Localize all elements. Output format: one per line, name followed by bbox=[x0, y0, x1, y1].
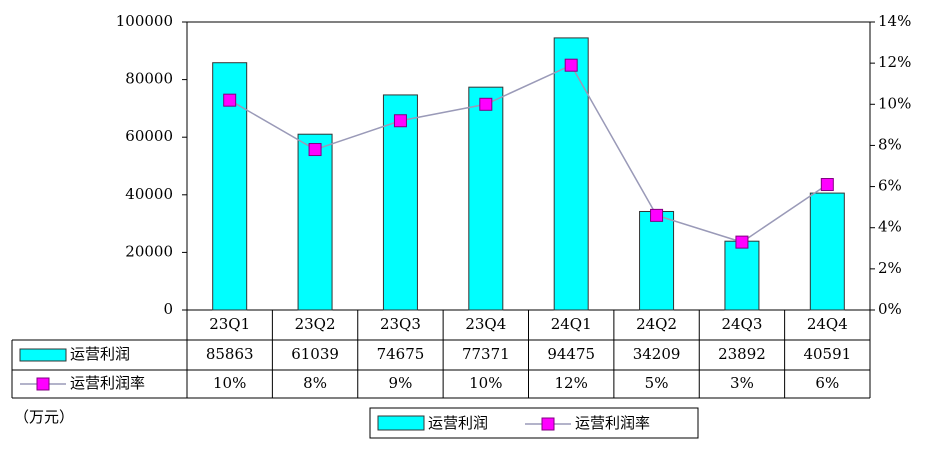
legend-label: 运营利润率 bbox=[575, 414, 650, 432]
table-row-header: 运营利润率 bbox=[70, 374, 145, 392]
table-value: 9% bbox=[389, 374, 413, 392]
y2-tick-label: 14% bbox=[878, 12, 911, 30]
y-unit: （万元） bbox=[14, 408, 74, 426]
marker bbox=[820, 178, 834, 192]
y-tick-label: 20000 bbox=[125, 242, 173, 260]
y2-tick-label: 2% bbox=[878, 259, 902, 277]
x-tick-label: 24Q1 bbox=[551, 315, 592, 333]
y2-tick-label: 0% bbox=[878, 300, 902, 318]
table-value: 34209 bbox=[633, 345, 681, 363]
y-tick-label: 0 bbox=[163, 300, 173, 318]
marker bbox=[735, 235, 749, 249]
x-tick-label: 23Q2 bbox=[295, 315, 336, 333]
table-key bbox=[36, 377, 50, 391]
line bbox=[229, 64, 828, 243]
marker bbox=[564, 58, 578, 72]
table-value: 5% bbox=[645, 374, 669, 392]
bar bbox=[382, 94, 418, 311]
legend-key bbox=[377, 415, 425, 431]
table-value: 85863 bbox=[206, 345, 254, 363]
y-tick-label: 100000 bbox=[116, 12, 173, 30]
y2-tick-label: 12% bbox=[878, 53, 911, 71]
bar bbox=[468, 86, 504, 311]
bar bbox=[809, 192, 845, 311]
table-value: 12% bbox=[555, 374, 588, 392]
table-value: 8% bbox=[303, 374, 327, 392]
plot-area bbox=[186, 21, 871, 311]
legend-label: 运营利润 bbox=[428, 414, 488, 432]
marker bbox=[479, 97, 493, 111]
table-value: 74675 bbox=[377, 345, 425, 363]
y2-tick-label: 8% bbox=[878, 135, 902, 153]
marker bbox=[223, 93, 237, 107]
table-value: 10% bbox=[213, 374, 246, 392]
y2-tick-label: 4% bbox=[878, 218, 902, 236]
x-tick-label: 24Q2 bbox=[636, 315, 677, 333]
table-key bbox=[19, 348, 67, 362]
table-row-header: 运营利润 bbox=[70, 345, 130, 363]
bar bbox=[724, 240, 760, 311]
table-value: 6% bbox=[815, 374, 839, 392]
table-value: 23892 bbox=[718, 345, 766, 363]
x-tick-label: 23Q3 bbox=[380, 315, 421, 333]
table-value: 94475 bbox=[547, 345, 595, 363]
table-value: 61039 bbox=[291, 345, 339, 363]
y-tick-label: 80000 bbox=[125, 70, 173, 88]
legend-key bbox=[541, 417, 555, 431]
legend-box bbox=[369, 407, 699, 439]
table-value: 40591 bbox=[803, 345, 851, 363]
marker bbox=[308, 143, 322, 157]
x-tick-label: 24Q4 bbox=[807, 315, 848, 333]
y-tick-label: 60000 bbox=[125, 127, 173, 145]
y-tick-label: 40000 bbox=[125, 185, 173, 203]
x-tick-label: 24Q3 bbox=[721, 315, 762, 333]
marker bbox=[393, 114, 407, 128]
y2-tick-label: 6% bbox=[878, 177, 902, 195]
x-tick-label: 23Q1 bbox=[209, 315, 250, 333]
x-tick-label: 23Q4 bbox=[465, 315, 506, 333]
table-value: 10% bbox=[469, 374, 502, 392]
y2-tick-label: 10% bbox=[878, 94, 911, 112]
marker bbox=[650, 208, 664, 222]
bar bbox=[639, 210, 675, 311]
bar bbox=[553, 37, 589, 311]
table-value: 3% bbox=[730, 374, 754, 392]
table-value: 77371 bbox=[462, 345, 510, 363]
bar bbox=[297, 133, 333, 311]
